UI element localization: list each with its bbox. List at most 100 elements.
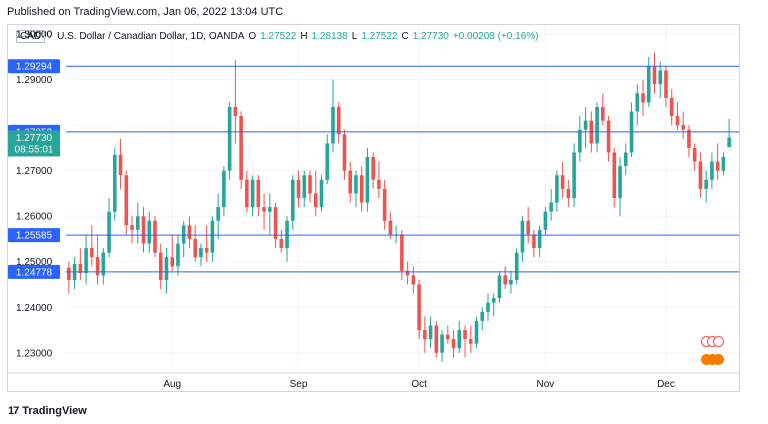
candle-body — [199, 248, 203, 258]
candle-body — [101, 252, 106, 276]
level-price-label: 1.29294 — [16, 62, 53, 73]
candle-body — [715, 161, 720, 171]
last-price-label: 1.27730 — [16, 133, 53, 144]
candle-body — [566, 188, 571, 198]
candle-body — [532, 234, 536, 249]
candle-body — [348, 170, 352, 194]
price-tick-label: 1.25000 — [16, 257, 53, 268]
candle-body — [262, 207, 266, 212]
candle-body — [509, 279, 513, 285]
candle-body — [256, 179, 261, 208]
open-label: O — [248, 31, 257, 42]
chart-frame[interactable]: 1.292941.278531.255851.247781.300001.290… — [7, 24, 740, 392]
candle-body — [721, 157, 726, 171]
candle-body — [302, 175, 307, 198]
price-tick-label: 1.30000 — [16, 30, 53, 41]
candle-body — [658, 70, 663, 85]
candle-body — [457, 330, 462, 349]
candle-body — [474, 320, 479, 344]
tradingview-brand: TradingView — [22, 405, 87, 417]
candle-body — [400, 234, 404, 271]
candle-body — [141, 216, 146, 244]
candle-body — [67, 267, 71, 280]
candle-body — [268, 207, 272, 212]
candle-body — [578, 129, 582, 153]
candle-body — [486, 302, 490, 312]
candle-body — [727, 137, 731, 148]
candle-body — [193, 238, 197, 258]
candle-body — [377, 179, 381, 189]
candle-body — [451, 339, 456, 349]
candle-body — [279, 238, 284, 249]
candle-body — [646, 65, 651, 103]
candle-body — [336, 106, 341, 135]
price-tick-label: 1.24000 — [16, 303, 53, 314]
candle-body — [692, 147, 697, 162]
candle-body — [635, 93, 640, 112]
level-price-tag — [8, 228, 60, 243]
close-value: 1.27730 — [412, 31, 449, 42]
candle-body — [405, 270, 410, 276]
candle-body — [612, 152, 617, 198]
candle-body — [325, 143, 330, 180]
candle-body — [313, 193, 318, 208]
candle-body — [698, 161, 703, 189]
candle-body — [446, 334, 450, 340]
price-tick-label: 1.27000 — [16, 166, 53, 177]
price-tick-label: 1.26000 — [16, 212, 53, 223]
published-caption: Published on TradingView.com, Jan 06, 20… — [7, 6, 284, 18]
candle-body — [359, 175, 364, 203]
candle-body — [135, 216, 140, 230]
canada-flag-icon — [713, 336, 724, 347]
symbol-legend: CAD U.S. Dollar / Canadian Dollar, 1D, O… — [16, 30, 538, 43]
candle-body — [204, 248, 209, 253]
tradingview-logo[interactable]: 17 TradingView — [8, 405, 87, 417]
candle-body — [601, 106, 605, 121]
candle-body — [595, 106, 599, 144]
candle-body — [537, 229, 542, 249]
candle-body — [572, 152, 576, 198]
candle-body — [560, 175, 565, 189]
high-value: 1.28138 — [311, 31, 348, 42]
flag-icons[interactable] — [697, 332, 737, 370]
candle-body — [497, 275, 502, 299]
candle-body — [107, 211, 111, 253]
candle-body — [233, 106, 238, 117]
candle-body — [423, 330, 427, 340]
candle-body — [388, 220, 393, 235]
candle-body — [245, 179, 249, 208]
tradingview-logo-icon: 17 — [8, 405, 19, 417]
candle-body — [641, 93, 645, 103]
candle-body — [543, 211, 548, 230]
candle-body — [170, 257, 175, 267]
candle-body — [290, 179, 295, 221]
candle-body — [371, 157, 375, 180]
time-axis-label: Oct — [411, 379, 427, 390]
candle-body — [90, 248, 94, 258]
high-label: H — [300, 31, 308, 42]
currency-badge[interactable]: CAD — [16, 30, 46, 43]
candle-body — [158, 252, 163, 280]
candle-body — [555, 175, 559, 203]
candle-body — [417, 284, 421, 331]
time-axis-label: Nov — [537, 379, 555, 390]
candle-body — [95, 257, 100, 276]
candle-body — [514, 252, 519, 280]
symbol-description: U.S. Dollar / Canadian Dollar, 1D, OANDA — [57, 31, 245, 42]
candle-body — [618, 166, 622, 198]
candle-body — [285, 220, 289, 249]
candle-body — [210, 220, 215, 253]
candle-body — [549, 202, 553, 212]
candle-body — [440, 334, 444, 353]
candle-body — [308, 175, 312, 194]
usa-flag-icon — [713, 354, 724, 365]
level-price-tag — [8, 59, 60, 74]
candle-body — [491, 298, 496, 303]
candle-body — [250, 179, 255, 208]
price-chart[interactable]: 1.292941.278531.255851.247781.300001.290… — [8, 25, 740, 392]
candle-body — [296, 179, 301, 198]
last-price-tag — [8, 130, 60, 157]
candle-body — [710, 161, 714, 180]
candle-body — [606, 120, 611, 153]
candle-body — [216, 207, 220, 221]
